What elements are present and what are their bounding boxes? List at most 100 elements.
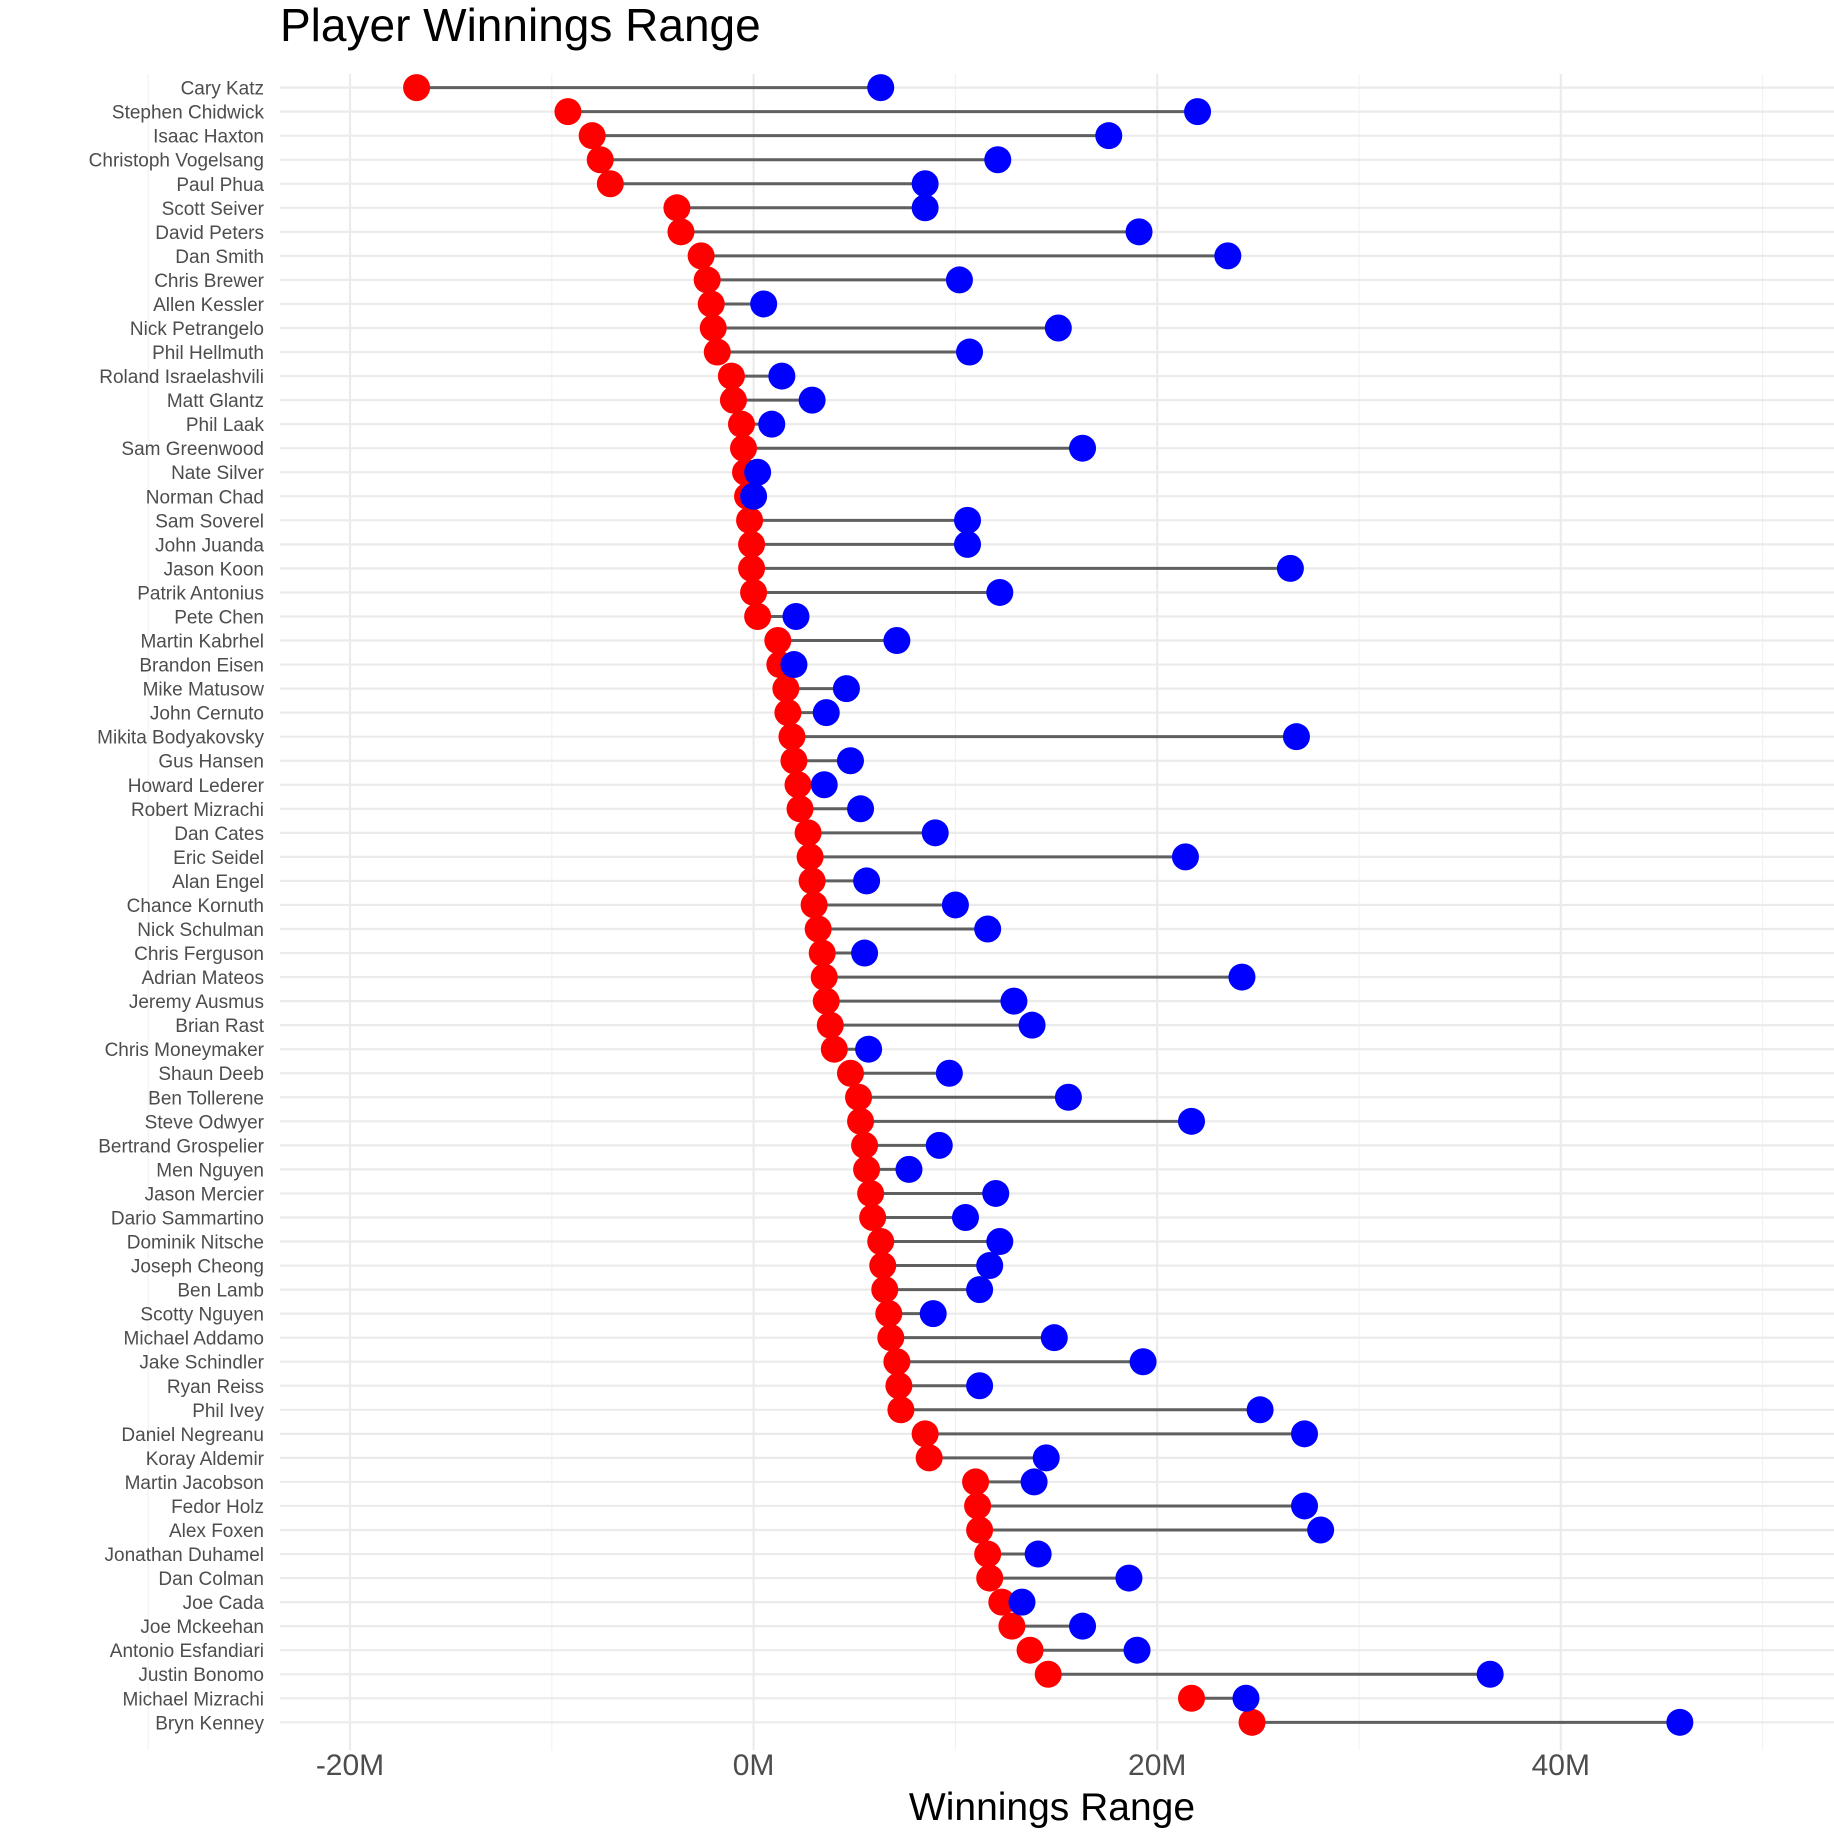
max-point	[883, 627, 911, 655]
max-point	[740, 482, 768, 510]
y-tick-label: Howard Lederer	[128, 776, 265, 797]
y-tick-label: Nick Schulman	[137, 920, 264, 941]
min-point	[998, 1612, 1026, 1640]
min-point	[780, 747, 808, 775]
y-tick-label: Jonathan Duhamel	[105, 1545, 265, 1566]
max-point	[1044, 314, 1072, 342]
min-point	[1016, 1636, 1044, 1664]
y-tick-label: Michael Mizrachi	[123, 1689, 264, 1710]
min-point	[764, 627, 792, 655]
y-tick-label: John Cernuto	[150, 704, 264, 725]
y-tick-label: Roland Israelashvili	[99, 367, 264, 388]
max-point	[895, 1155, 923, 1183]
y-tick-label: Jake Schindler	[139, 1353, 264, 1374]
y-tick-label: Bryn Kenney	[155, 1713, 264, 1734]
y-tick-label: Steve Odwyer	[145, 1112, 265, 1133]
y-tick-label: Eric Seidel	[173, 848, 264, 869]
y-tick-label: Matt Glantz	[167, 391, 264, 412]
max-point	[1018, 1011, 1046, 1039]
min-point	[687, 242, 715, 270]
max-point	[867, 74, 895, 102]
max-point	[1282, 723, 1310, 751]
y-tick-label: Dominik Nitsche	[127, 1233, 264, 1254]
max-point	[1032, 1444, 1060, 1472]
y-tick-label: Dario Sammartino	[111, 1208, 264, 1229]
min-point	[812, 987, 840, 1015]
min-point	[744, 602, 772, 630]
max-point	[812, 699, 840, 727]
y-tick-label: Ryan Reiss	[167, 1377, 264, 1398]
max-points	[740, 74, 1694, 1736]
max-point	[925, 1131, 953, 1159]
y-tick-label: Alan Engel	[172, 872, 264, 893]
y-tick-label: Brandon Eisen	[139, 656, 264, 677]
min-point	[596, 170, 624, 198]
y-tick-label: Daniel Negreanu	[121, 1425, 264, 1446]
max-point	[744, 458, 772, 486]
max-point	[1123, 1636, 1151, 1664]
min-point	[740, 578, 768, 606]
y-tick-label: Chris Ferguson	[134, 944, 264, 965]
max-point	[1171, 843, 1199, 871]
min-point	[885, 1372, 913, 1400]
min-point	[810, 963, 838, 991]
y-tick-label: Fedor Holz	[171, 1497, 264, 1518]
max-point	[974, 915, 1002, 943]
min-point	[796, 843, 824, 871]
y-tick-label: Bertrand Grospelier	[98, 1136, 264, 1157]
min-point	[786, 795, 814, 823]
max-point	[1129, 1348, 1157, 1376]
min-point	[853, 1155, 881, 1183]
x-tick-label: 40M	[1532, 1749, 1590, 1782]
max-point	[1054, 1083, 1082, 1111]
max-point	[982, 1179, 1010, 1207]
min-point	[578, 122, 606, 150]
max-point	[810, 771, 838, 799]
max-point	[984, 146, 1012, 174]
max-point	[1291, 1420, 1319, 1448]
min-point	[798, 867, 826, 895]
max-point	[941, 891, 969, 919]
max-point	[919, 1300, 947, 1328]
y-tick-label: Nate Silver	[171, 463, 265, 484]
min-point	[820, 1035, 848, 1063]
max-point	[986, 1228, 1014, 1256]
y-tick-label: Joe Mckeehan	[140, 1617, 264, 1638]
y-tick-label: Gus Hansen	[158, 752, 264, 773]
min-point	[667, 218, 695, 246]
y-tick-label: Chance Kornuth	[127, 896, 264, 917]
min-point	[836, 1059, 864, 1087]
y-tick-label: John Juanda	[155, 535, 264, 556]
y-tick-label: Dan Cates	[174, 824, 264, 845]
y-tick-label: Patrik Antonius	[137, 583, 264, 604]
min-points	[403, 74, 1266, 1736]
max-point	[1228, 963, 1256, 991]
max-point	[1000, 987, 1028, 1015]
max-point	[1115, 1564, 1143, 1592]
chart-title: Player Winnings Range	[280, 0, 761, 51]
min-point	[976, 1564, 1004, 1592]
y-axis-labels: Cary Katz Stephen Chidwick Isaac Haxton Chr…	[89, 79, 265, 1735]
y-tick-label: Sam Soverel	[155, 511, 264, 532]
min-point	[738, 554, 766, 582]
max-point	[921, 819, 949, 847]
y-tick-label: Dan Smith	[175, 247, 264, 268]
y-tick-label: Brian Rast	[175, 1016, 264, 1037]
min-point	[794, 819, 822, 847]
min-point	[816, 1011, 844, 1039]
y-tick-label: Ben Tollerene	[148, 1088, 264, 1109]
min-point	[887, 1396, 915, 1424]
min-point	[703, 338, 731, 366]
x-tick-label: 20M	[1128, 1749, 1186, 1782]
max-point	[836, 747, 864, 775]
min-point	[554, 98, 582, 126]
y-tick-label: Chris Moneymaker	[105, 1040, 265, 1061]
x-tick-label: -20M	[316, 1749, 384, 1782]
max-point	[1040, 1324, 1068, 1352]
min-point	[586, 146, 614, 174]
min-point	[867, 1228, 895, 1256]
min-point	[774, 699, 802, 727]
max-point	[1666, 1708, 1694, 1736]
min-point	[1034, 1660, 1062, 1688]
